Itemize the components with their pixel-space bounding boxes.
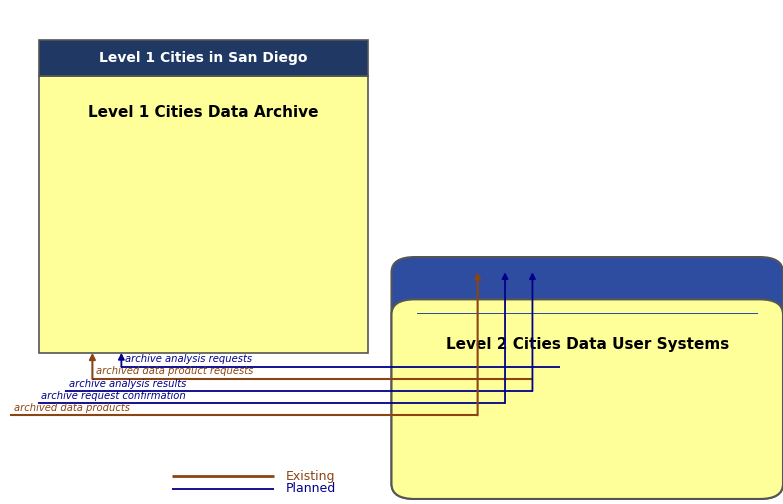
FancyBboxPatch shape bbox=[392, 299, 783, 499]
Bar bbox=[39, 76, 368, 353]
Text: Planned: Planned bbox=[286, 482, 336, 495]
Text: archived data products: archived data products bbox=[14, 403, 130, 413]
Bar bbox=[417, 313, 758, 330]
Bar bbox=[417, 313, 758, 314]
Text: Level 2 Cities Data User Systems: Level 2 Cities Data User Systems bbox=[446, 338, 729, 352]
Bar bbox=[39, 40, 368, 76]
Text: archive analysis requests: archive analysis requests bbox=[125, 354, 252, 364]
Text: archive analysis results: archive analysis results bbox=[69, 379, 186, 389]
FancyBboxPatch shape bbox=[392, 257, 783, 499]
Text: Existing: Existing bbox=[286, 470, 335, 483]
Text: archived data product requests: archived data product requests bbox=[96, 366, 254, 376]
Text: archive request confirmation: archive request confirmation bbox=[41, 391, 186, 401]
Text: Level 1 Cities in San Diego: Level 1 Cities in San Diego bbox=[99, 51, 308, 66]
Text: Level 1 Cities Data Archive: Level 1 Cities Data Archive bbox=[88, 105, 319, 120]
